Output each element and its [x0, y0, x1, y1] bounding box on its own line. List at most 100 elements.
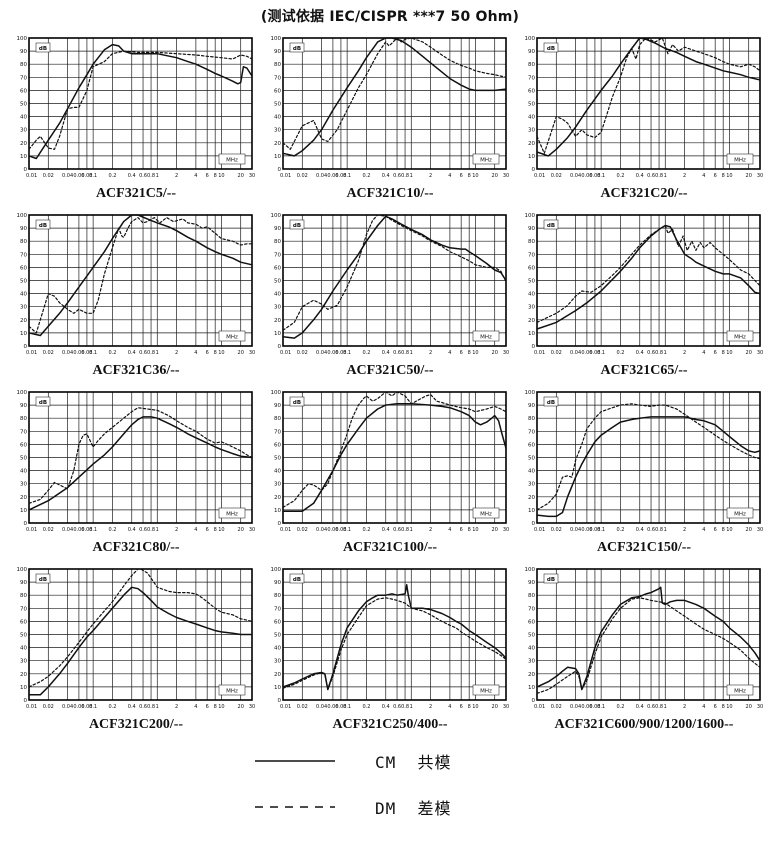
svg-text:0.06: 0.06: [327, 350, 338, 356]
svg-text:10: 10: [528, 508, 535, 514]
svg-text:20: 20: [492, 527, 498, 533]
cm-curve: [536, 37, 761, 157]
svg-text:0.02: 0.02: [551, 704, 562, 710]
svg-text:0.6: 0.6: [647, 704, 655, 710]
svg-text:0.06: 0.06: [581, 350, 592, 356]
svg-text:20: 20: [528, 318, 535, 324]
svg-text:90: 90: [528, 49, 535, 55]
svg-text:0.6: 0.6: [393, 704, 401, 710]
svg-text:20: 20: [746, 173, 752, 179]
svg-text:60: 60: [20, 88, 27, 94]
svg-text:0.06: 0.06: [581, 704, 592, 710]
svg-text:6: 6: [714, 527, 717, 533]
y-unit-label: dB: [547, 223, 555, 229]
svg-text:30: 30: [757, 350, 763, 356]
svg-text:0.01: 0.01: [26, 527, 37, 533]
svg-text:0.08: 0.08: [335, 350, 346, 356]
svg-text:70: 70: [274, 606, 281, 612]
svg-text:0.1: 0.1: [343, 704, 351, 710]
svg-text:0.06: 0.06: [327, 527, 338, 533]
svg-text:0.01: 0.01: [280, 173, 291, 179]
svg-text:2: 2: [175, 350, 178, 356]
svg-text:0: 0: [24, 344, 28, 350]
dm-curve: [28, 407, 253, 504]
svg-text:0.01: 0.01: [534, 704, 545, 710]
svg-text:80: 80: [528, 62, 535, 68]
chart-cell: 0 10 20 30 40 50 60 70 80 90 100 0.01 0.02 0.04 0.06 0.…: [519, 211, 769, 379]
legend: CM 共模 DM 差模: [0, 749, 780, 819]
svg-text:90: 90: [20, 49, 27, 55]
svg-text:0.06: 0.06: [73, 173, 84, 179]
svg-text:60: 60: [20, 265, 27, 271]
svg-text:8: 8: [468, 350, 471, 356]
svg-text:40: 40: [528, 469, 535, 475]
svg-text:20: 20: [238, 527, 244, 533]
svg-text:2: 2: [683, 350, 686, 356]
svg-text:0.2: 0.2: [616, 527, 624, 533]
svg-text:2: 2: [683, 704, 686, 710]
svg-text:40: 40: [528, 115, 535, 121]
dm-curve: [536, 224, 761, 324]
svg-text:0.6: 0.6: [139, 350, 147, 356]
svg-text:60: 60: [528, 88, 535, 94]
svg-text:0.06: 0.06: [73, 527, 84, 533]
svg-text:90: 90: [528, 226, 535, 232]
svg-text:0.6: 0.6: [393, 173, 401, 179]
svg-text:0.2: 0.2: [108, 704, 116, 710]
svg-text:0.2: 0.2: [362, 350, 370, 356]
svg-text:10: 10: [726, 173, 732, 179]
svg-text:0.08: 0.08: [589, 527, 600, 533]
y-unit-label: dB: [547, 46, 555, 52]
svg-text:0.02: 0.02: [297, 704, 308, 710]
svg-text:6: 6: [460, 173, 463, 179]
svg-text:50: 50: [20, 633, 27, 639]
svg-text:0.2: 0.2: [362, 527, 370, 533]
svg-text:8: 8: [214, 350, 217, 356]
svg-text:10: 10: [472, 704, 478, 710]
svg-text:2: 2: [429, 350, 432, 356]
svg-text:80: 80: [274, 239, 281, 245]
svg-text:50: 50: [20, 102, 27, 108]
y-unit-label: dB: [293, 223, 301, 229]
svg-text:70: 70: [274, 75, 281, 81]
svg-text:0.08: 0.08: [589, 704, 600, 710]
svg-text:100: 100: [17, 36, 28, 42]
svg-text:1: 1: [410, 527, 413, 533]
y-unit-label: dB: [39, 577, 47, 583]
svg-text:80: 80: [20, 416, 27, 422]
x-unit-label: MHz: [226, 158, 238, 164]
dm-curve: [282, 597, 507, 691]
svg-text:1: 1: [664, 350, 667, 356]
svg-text:0.1: 0.1: [597, 173, 605, 179]
svg-text:20: 20: [238, 173, 244, 179]
svg-text:0.06: 0.06: [73, 704, 84, 710]
svg-text:0: 0: [278, 521, 282, 527]
svg-text:10: 10: [218, 173, 224, 179]
svg-text:70: 70: [20, 429, 27, 435]
svg-text:50: 50: [274, 633, 281, 639]
svg-text:70: 70: [20, 252, 27, 258]
svg-text:30: 30: [20, 482, 27, 488]
svg-text:50: 50: [528, 456, 535, 462]
svg-text:20: 20: [492, 704, 498, 710]
svg-text:6: 6: [206, 704, 209, 710]
svg-text:30: 30: [20, 128, 27, 134]
svg-text:0.4: 0.4: [128, 704, 136, 710]
dm-curve: [28, 568, 253, 688]
svg-text:0.8: 0.8: [401, 173, 409, 179]
x-unit-label: MHz: [734, 158, 746, 164]
svg-text:30: 30: [249, 350, 255, 356]
cm-curve: [28, 416, 253, 511]
svg-text:4: 4: [702, 350, 705, 356]
svg-text:0.6: 0.6: [139, 527, 147, 533]
cm-curve: [536, 224, 761, 330]
svg-text:20: 20: [746, 704, 752, 710]
svg-text:1: 1: [156, 350, 159, 356]
svg-text:30: 30: [274, 482, 281, 488]
svg-text:100: 100: [271, 567, 282, 573]
svg-text:0.08: 0.08: [335, 173, 346, 179]
svg-text:0.01: 0.01: [26, 173, 37, 179]
svg-text:90: 90: [274, 49, 281, 55]
